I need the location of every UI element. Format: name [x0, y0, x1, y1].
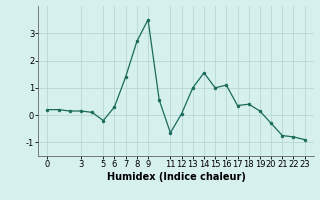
X-axis label: Humidex (Indice chaleur): Humidex (Indice chaleur) — [107, 172, 245, 182]
